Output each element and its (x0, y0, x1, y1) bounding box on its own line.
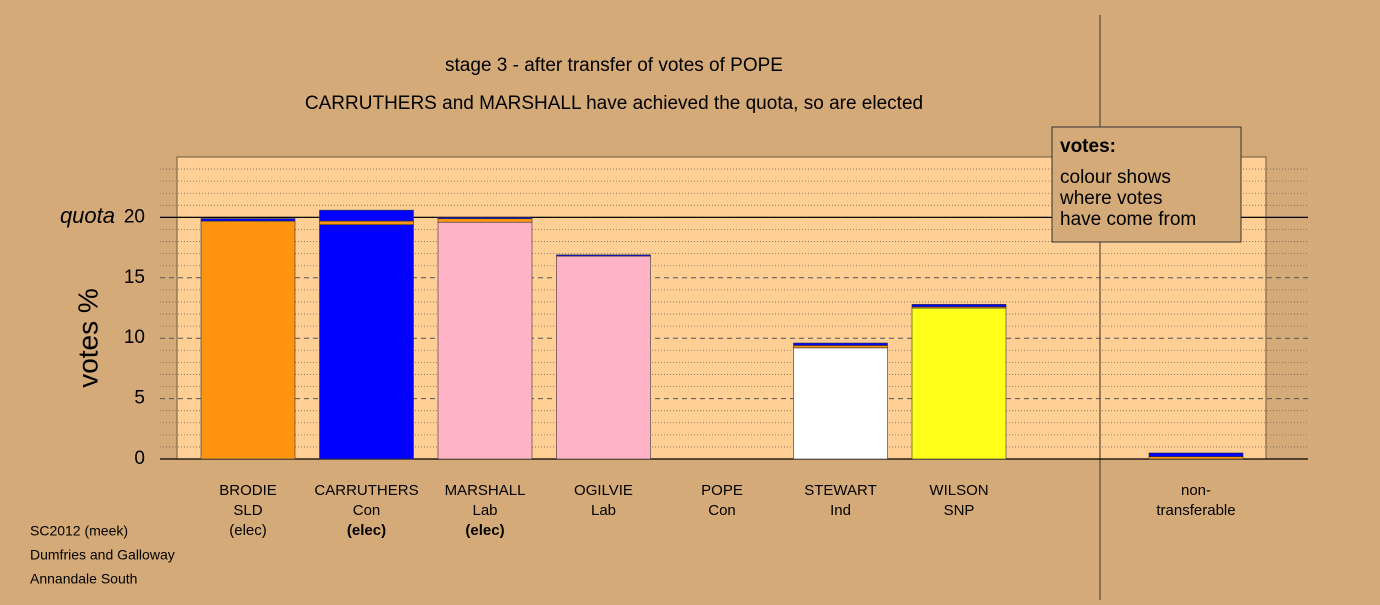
y-tick-label: 5 (134, 388, 145, 409)
x-tick-label: transferable (1156, 502, 1235, 519)
x-tick-label: non- (1181, 482, 1211, 499)
bar-segment (437, 217, 533, 219)
y-axis-label: votes % (72, 288, 103, 388)
bar-segment (911, 304, 1007, 308)
bar-segment (556, 254, 651, 257)
bar-segment (437, 221, 533, 460)
y-tick-label: 10 (124, 327, 145, 348)
x-tick-label: BRODIE (219, 482, 277, 499)
bar-segment (1148, 452, 1244, 457)
x-tick-label: STEWART (804, 482, 877, 499)
x-tick-label: SNP (944, 502, 975, 519)
legend-box (1051, 126, 1242, 243)
legend-text: colour shows (1060, 167, 1171, 188)
x-tick-label: Lab (591, 502, 616, 519)
x-tick-label: CARRUTHERS (314, 482, 418, 499)
bar-segment (556, 255, 651, 460)
x-tick-label: Lab (472, 502, 497, 519)
x-tick-label: (elec) (229, 522, 267, 539)
chart-title: stage 3 - after transfer of votes of POP… (445, 55, 783, 76)
legend-title: votes: (1060, 136, 1116, 157)
bar-segment (911, 307, 1007, 460)
y-tick-label: 15 (124, 267, 145, 288)
footer-text: Dumfries and Galloway (30, 547, 175, 563)
x-tick-label: OGILVIE (574, 482, 633, 499)
x-tick-label: POPE (701, 482, 743, 499)
bar-segment (793, 342, 888, 346)
footer-text: Annandale South (30, 571, 137, 587)
bar-segment (793, 347, 888, 460)
x-tick-label: WILSON (929, 482, 988, 499)
y-tick-label: 0 (134, 448, 145, 469)
bar-segment (200, 218, 296, 222)
y-tick-label: 20 (124, 206, 145, 227)
x-tick-label: (elec) (465, 522, 504, 539)
x-tick-label: Con (708, 502, 736, 519)
bar-segment (200, 220, 296, 460)
bar-segment (793, 345, 888, 349)
bar-segment (319, 220, 414, 225)
bar-segment (437, 218, 533, 223)
x-tick-label: Con (353, 502, 381, 519)
chart-subtitle: CARRUTHERS and MARSHALL have achieved th… (305, 93, 923, 114)
x-tick-label: MARSHALL (445, 482, 526, 499)
bar-segment (319, 224, 414, 460)
bar-segment (1148, 456, 1244, 460)
bar-segment (319, 209, 414, 222)
footer-text: SC2012 (meek) (30, 523, 128, 539)
legend-text: where votes (1059, 188, 1162, 209)
quota-label: quota (60, 203, 115, 228)
x-tick-label: Ind (830, 502, 851, 519)
x-tick-label: SLD (233, 502, 262, 519)
x-tick-label: (elec) (347, 522, 386, 539)
legend-text: have come from (1060, 209, 1196, 230)
